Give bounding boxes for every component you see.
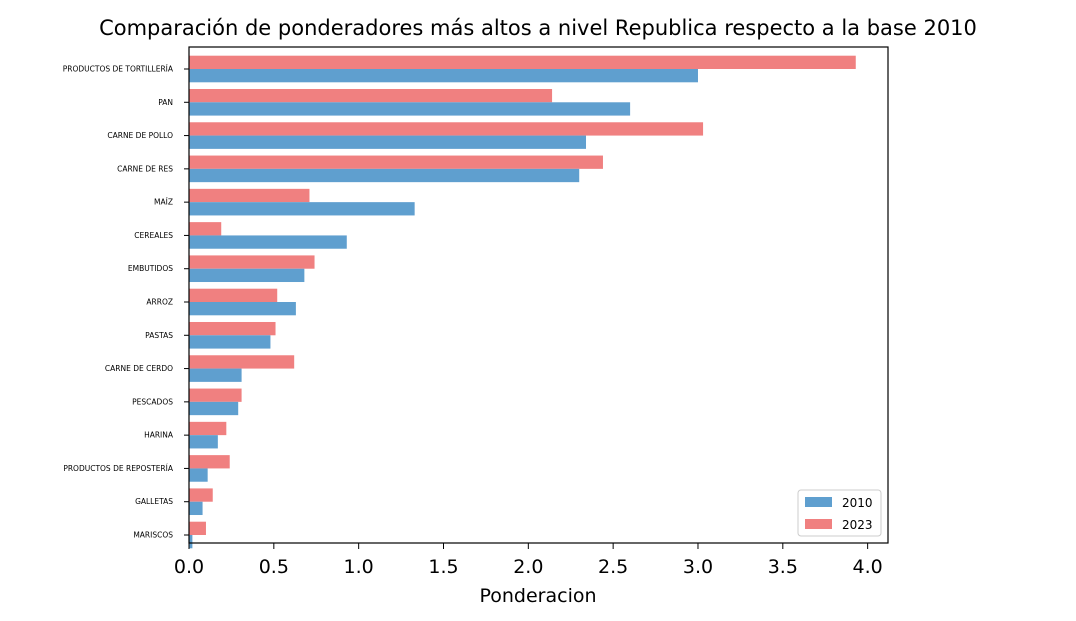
chart-title: Comparación de ponderadores más altos a … [99, 16, 977, 40]
legend-swatch-2023 [805, 519, 832, 529]
bar-2023 [189, 288, 278, 302]
bar-2023 [189, 388, 242, 402]
bar-2010 [189, 268, 305, 283]
x-tick-label: 1.0 [344, 556, 374, 578]
y-tick-label: CARNE DE POLLO [107, 131, 173, 140]
bar-2023 [189, 122, 704, 136]
bar-2010 [189, 302, 296, 316]
y-tick-label: PESCADOS [132, 397, 173, 406]
x-tick-label: 0.5 [259, 556, 289, 578]
bar-2023 [189, 455, 230, 469]
bar-2023 [189, 521, 206, 535]
bar-2010 [189, 69, 698, 83]
x-tick-label: 0.0 [174, 556, 204, 578]
y-tick-label: MAÍZ [154, 198, 173, 207]
bars-group [189, 55, 856, 549]
legend-swatch-2010 [805, 497, 832, 507]
x-tick-label: 3.5 [768, 556, 798, 578]
y-tick-label: CEREALES [134, 231, 173, 240]
legend-label-2010: 2010 [842, 496, 873, 510]
bar-2023 [189, 321, 276, 336]
bar-2010 [189, 202, 415, 216]
bar-2023 [189, 88, 553, 103]
y-tick-label: PAN [158, 98, 173, 107]
plot-frame [188, 46, 889, 544]
bar-2010 [189, 401, 239, 416]
y-tick-label: ARROZ [146, 298, 173, 307]
bar-2010 [189, 501, 203, 516]
bar-2010 [189, 135, 587, 149]
bar-2010 [189, 468, 208, 482]
bar-2023 [189, 488, 213, 502]
bar-2010 [189, 168, 580, 183]
y-tick-label: HARINA [144, 431, 174, 440]
x-tick-label: 2.5 [598, 556, 628, 578]
x-tick-label: 4.0 [853, 556, 883, 578]
x-axis-label: Ponderacion [479, 585, 596, 607]
bar-2023 [189, 188, 310, 203]
y-tick-label: GALLETAS [135, 497, 173, 506]
bar-2010 [189, 368, 242, 382]
x-tick-label: 3.0 [683, 556, 713, 578]
y-tick-label: PASTAS [145, 331, 173, 340]
y-tick-label: PRODUCTOS DE TORTILLERÍA [63, 65, 174, 74]
x-tick-label: 2.0 [513, 556, 543, 578]
bar-2023 [189, 255, 315, 269]
y-tick-label: PRODUCTOS DE REPOSTERÍA [63, 464, 174, 473]
y-tick-label: CARNE DE RES [117, 164, 173, 173]
legend: 2010 2023 [797, 489, 882, 537]
bar-2010 [189, 435, 218, 449]
bar-2023 [189, 55, 856, 69]
legend-label-2023: 2023 [842, 518, 873, 532]
bar-2023 [189, 421, 227, 436]
x-axis: 0.0 0.5 1.0 1.5 2.0 2.5 3.0 3.5 4.0 [174, 543, 883, 578]
y-tick-label: EMBUTIDOS [128, 264, 173, 273]
bar-2023 [189, 155, 603, 169]
bar-2023 [189, 222, 222, 236]
bar-2023 [189, 355, 295, 369]
x-tick-label: 1.5 [428, 556, 458, 578]
y-tick-label: MARISCOS [133, 531, 173, 540]
bar-2010 [189, 235, 347, 249]
y-axis: PRODUCTOS DE TORTILLERÍA PAN CARNE DE POLL… [63, 65, 189, 540]
bar-2010 [189, 102, 631, 116]
bar-2010 [189, 535, 193, 549]
bar-2010 [189, 335, 271, 349]
y-tick-label: CARNE DE CERDO [105, 364, 173, 373]
